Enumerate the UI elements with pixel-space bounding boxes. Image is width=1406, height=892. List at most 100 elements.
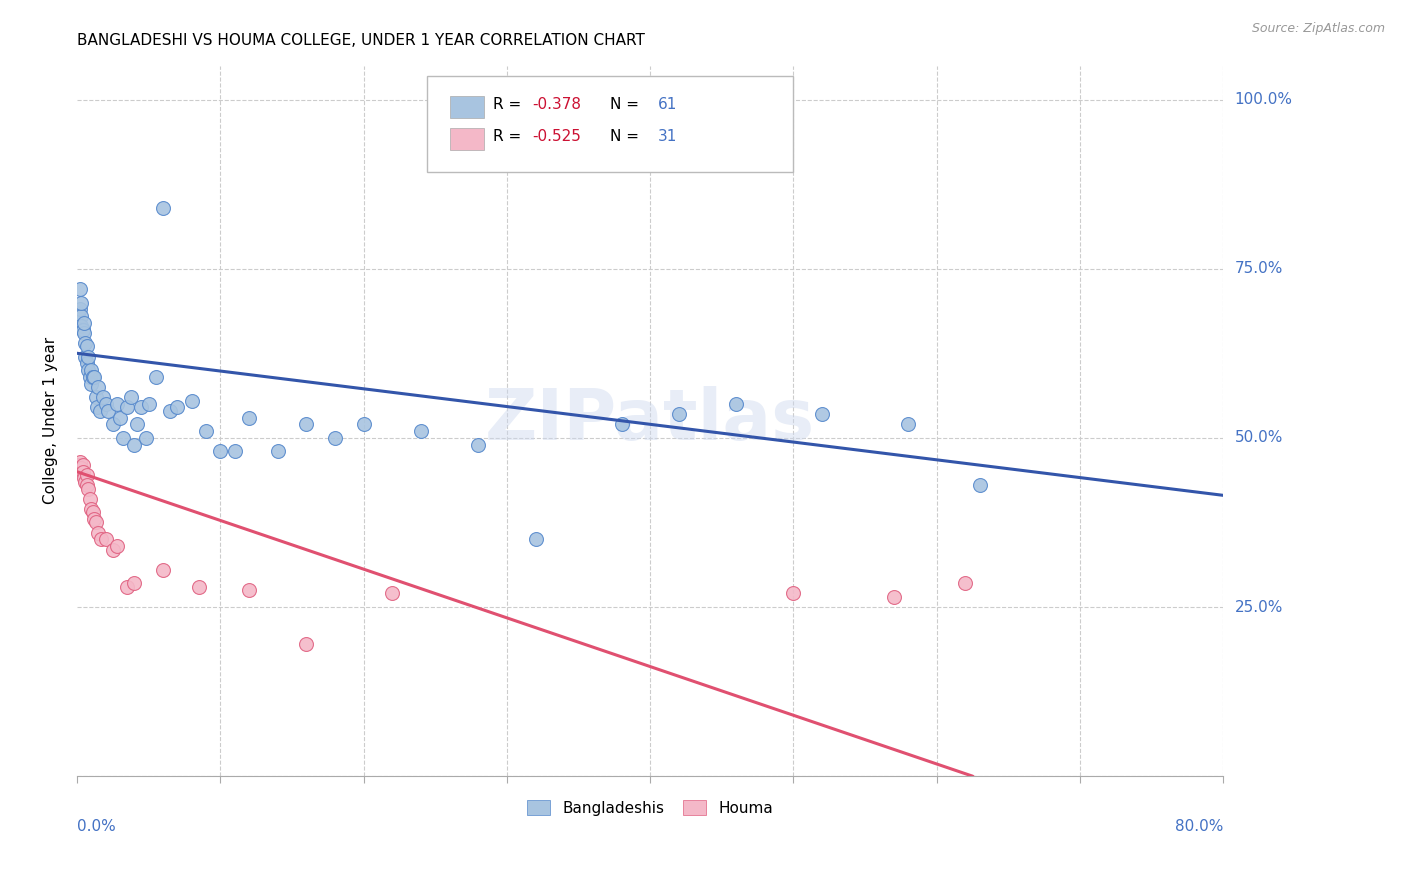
Point bbox=[72, 322, 94, 336]
Point bbox=[87, 525, 110, 540]
Point bbox=[79, 491, 101, 506]
Point bbox=[125, 417, 148, 432]
Point bbox=[108, 410, 131, 425]
Point bbox=[105, 539, 128, 553]
Point bbox=[83, 370, 105, 384]
Point bbox=[70, 295, 93, 310]
FancyBboxPatch shape bbox=[426, 77, 793, 172]
Point bbox=[84, 516, 107, 530]
Text: -0.378: -0.378 bbox=[531, 97, 581, 112]
Text: 100.0%: 100.0% bbox=[1234, 92, 1292, 107]
Point bbox=[610, 417, 633, 432]
Point bbox=[166, 401, 188, 415]
Point bbox=[84, 390, 107, 404]
Point bbox=[224, 444, 246, 458]
Point bbox=[77, 363, 100, 377]
Point bbox=[67, 458, 90, 472]
Text: R =: R = bbox=[494, 97, 526, 112]
Point bbox=[668, 407, 690, 421]
Point bbox=[75, 475, 97, 489]
Point bbox=[86, 401, 108, 415]
Legend: Bangladeshis, Houma: Bangladeshis, Houma bbox=[522, 794, 779, 822]
Text: 0.0%: 0.0% bbox=[77, 819, 115, 834]
Point bbox=[120, 390, 142, 404]
Point bbox=[122, 576, 145, 591]
Y-axis label: College, Under 1 year: College, Under 1 year bbox=[44, 337, 58, 505]
Text: ZIPatlas: ZIPatlas bbox=[485, 386, 815, 456]
Point bbox=[69, 282, 91, 296]
Point bbox=[80, 502, 103, 516]
Point bbox=[381, 586, 404, 600]
Point bbox=[94, 397, 117, 411]
Point bbox=[180, 393, 202, 408]
Text: N =: N = bbox=[610, 129, 644, 145]
Point bbox=[238, 583, 260, 598]
Point bbox=[89, 404, 111, 418]
Point bbox=[70, 461, 93, 475]
Point bbox=[152, 563, 174, 577]
Point bbox=[883, 590, 905, 604]
Point bbox=[187, 580, 209, 594]
Point bbox=[69, 461, 91, 475]
Point bbox=[73, 326, 96, 340]
Point bbox=[955, 576, 977, 591]
Point bbox=[135, 431, 157, 445]
Text: 50.0%: 50.0% bbox=[1234, 430, 1282, 445]
Point bbox=[77, 482, 100, 496]
Point bbox=[76, 468, 98, 483]
Text: R =: R = bbox=[494, 129, 526, 145]
Point bbox=[87, 380, 110, 394]
Point bbox=[266, 444, 288, 458]
Point bbox=[91, 390, 114, 404]
Point bbox=[75, 336, 97, 351]
Point bbox=[115, 401, 138, 415]
Point bbox=[73, 316, 96, 330]
Point bbox=[295, 417, 318, 432]
Text: 31: 31 bbox=[658, 129, 678, 145]
Point bbox=[76, 478, 98, 492]
Point bbox=[969, 478, 991, 492]
Point bbox=[80, 363, 103, 377]
Point bbox=[194, 424, 217, 438]
Point bbox=[131, 401, 153, 415]
Point bbox=[105, 397, 128, 411]
Point bbox=[238, 410, 260, 425]
Point bbox=[72, 465, 94, 479]
Point bbox=[353, 417, 375, 432]
Point bbox=[67, 306, 90, 320]
Point bbox=[152, 201, 174, 215]
Point bbox=[94, 533, 117, 547]
Point bbox=[82, 505, 104, 519]
Point bbox=[97, 404, 120, 418]
Text: 61: 61 bbox=[658, 97, 678, 112]
Text: N =: N = bbox=[610, 97, 644, 112]
Text: 25.0%: 25.0% bbox=[1234, 599, 1282, 615]
Point bbox=[76, 339, 98, 353]
Point bbox=[83, 512, 105, 526]
Text: BANGLADESHI VS HOUMA COLLEGE, UNDER 1 YEAR CORRELATION CHART: BANGLADESHI VS HOUMA COLLEGE, UNDER 1 YE… bbox=[77, 33, 645, 48]
Point bbox=[101, 417, 124, 432]
Point bbox=[80, 376, 103, 391]
Point bbox=[79, 370, 101, 384]
Point bbox=[138, 397, 160, 411]
Point bbox=[409, 424, 432, 438]
Point bbox=[145, 370, 167, 384]
Text: 75.0%: 75.0% bbox=[1234, 261, 1282, 277]
Point bbox=[295, 637, 318, 651]
Point bbox=[725, 397, 748, 411]
Point bbox=[70, 319, 93, 334]
Point bbox=[897, 417, 920, 432]
Point bbox=[70, 309, 93, 323]
Point bbox=[82, 370, 104, 384]
Point bbox=[782, 586, 804, 600]
Text: Source: ZipAtlas.com: Source: ZipAtlas.com bbox=[1251, 22, 1385, 36]
Point bbox=[73, 471, 96, 485]
Point bbox=[209, 444, 232, 458]
Point bbox=[90, 533, 112, 547]
Point bbox=[69, 302, 91, 317]
Point bbox=[76, 356, 98, 370]
Point bbox=[75, 350, 97, 364]
Point bbox=[811, 407, 834, 421]
Point bbox=[72, 458, 94, 472]
Point bbox=[159, 404, 181, 418]
